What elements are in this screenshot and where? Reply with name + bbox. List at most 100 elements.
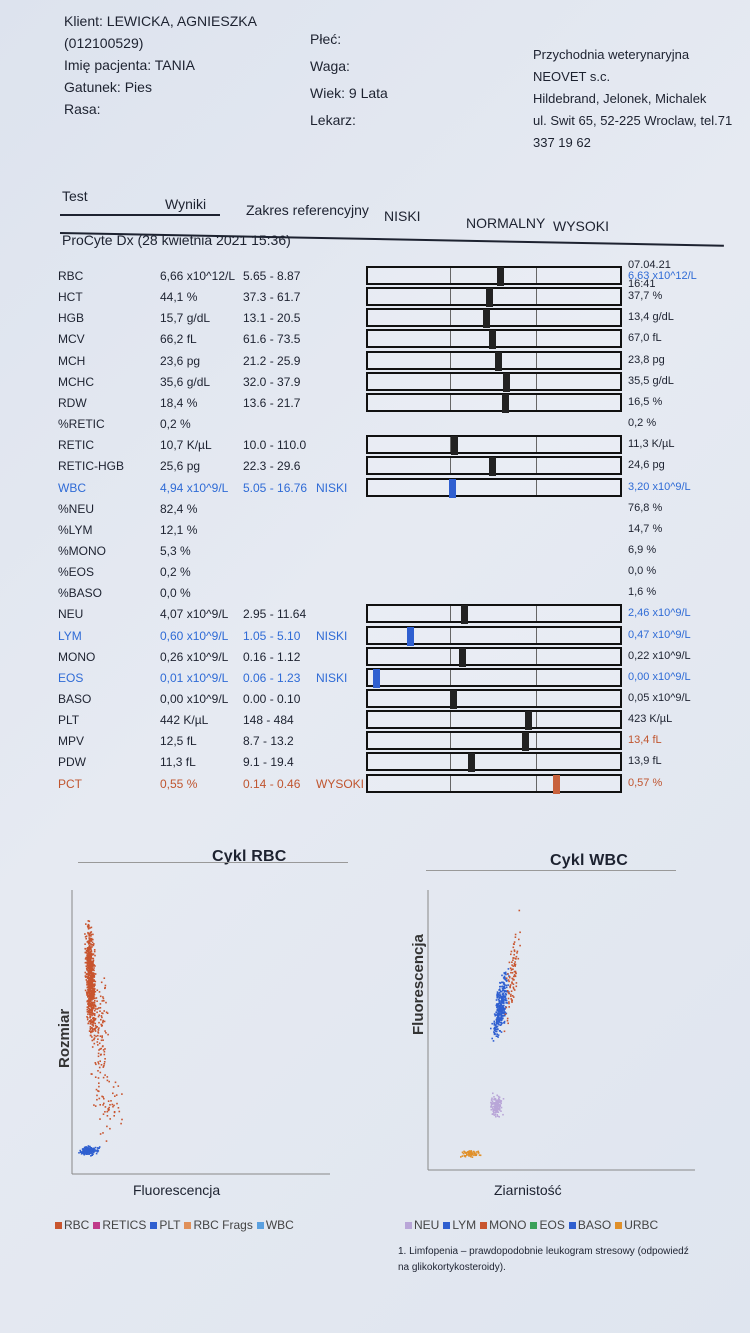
- value-marker: [450, 690, 457, 709]
- scatter-point: [514, 971, 517, 974]
- scatter-point: [504, 1011, 506, 1013]
- scatter-point: [90, 986, 92, 988]
- scatter-point: [91, 1148, 94, 1150]
- scatter-point: [91, 954, 94, 956]
- scatter-point: [496, 991, 499, 993]
- result-row: NEU 4,07 x10^9/L 2.95 - 11.64 2,46 x10^9/L: [0, 604, 750, 625]
- scatter-point: [491, 1098, 493, 1101]
- scatter-point: [89, 942, 91, 944]
- scatter-point: [504, 971, 507, 974]
- scatter-point: [502, 992, 505, 995]
- scatter-point: [92, 1023, 94, 1026]
- scatter-point: [502, 1004, 504, 1007]
- scatter-point: [87, 951, 90, 954]
- result-row: BASO 0,00 x10^9/L 0.00 - 0.10 0,05 x10^9/L: [0, 689, 750, 710]
- scatter-point: [495, 1100, 498, 1102]
- value-marker: [488, 330, 496, 349]
- wbc-ylabel: Fluorescencja: [410, 934, 427, 1035]
- scatter-point: [90, 1027, 93, 1029]
- scatter-point: [109, 1118, 111, 1120]
- scatter-point: [505, 999, 507, 1001]
- scatter-point: [92, 997, 94, 1000]
- scatter-point: [498, 1017, 500, 1019]
- scatter-point: [107, 1033, 109, 1036]
- scatter-point: [90, 990, 93, 992]
- scatter-point: [90, 1152, 92, 1154]
- scatter-point: [89, 1028, 92, 1030]
- scatter-point: [88, 948, 90, 951]
- patient-info: Płeć: Waga: Wiek: 9 Lata Lekarz:: [310, 28, 388, 131]
- scatter-point: [496, 1104, 498, 1107]
- scatter-point: [87, 920, 90, 922]
- scatter-point: [497, 1101, 500, 1103]
- scatter-point: [91, 966, 93, 968]
- scatter-point: [498, 992, 501, 994]
- scatter-point: [91, 1152, 94, 1155]
- scatter-point: [92, 938, 94, 941]
- scatter-point: [99, 1007, 102, 1009]
- scatter-point: [494, 1106, 496, 1108]
- scatter-point: [496, 1114, 498, 1116]
- previous-result: 0,47 x10^9/L: [628, 629, 691, 641]
- scatter-point: [468, 1155, 470, 1157]
- clinic-line: NEOVET s.c.: [533, 69, 611, 84]
- scatter-point: [105, 1001, 107, 1004]
- result-row: PLT 442 K/µL 148 - 484 423 K/µL: [0, 710, 750, 731]
- previous-result: 35,5 g/dL: [628, 375, 674, 387]
- test-name: LYM: [58, 629, 82, 643]
- scatter-point: [466, 1154, 468, 1156]
- scatter-point: [513, 975, 515, 978]
- scatter-point: [492, 1092, 494, 1095]
- scatter-point: [87, 949, 89, 951]
- range-bar: [366, 668, 622, 688]
- scatter-point: [104, 1048, 106, 1050]
- client-name: Klient: LEWICKA, AGNIESZKA: [64, 13, 257, 29]
- scatter-point: [503, 989, 505, 992]
- scatter-point: [500, 1100, 503, 1102]
- scatter-point: [498, 998, 500, 1001]
- scatter-point: [497, 1103, 500, 1105]
- scatter-point: [493, 1098, 496, 1100]
- scatter-point: [90, 992, 92, 994]
- scatter-point: [87, 984, 90, 986]
- scatter-point: [90, 981, 92, 983]
- scatter-point: [499, 1008, 502, 1010]
- range-bar: [366, 351, 622, 371]
- scatter-point: [498, 1023, 500, 1026]
- range-bar: [366, 372, 622, 392]
- scatter-point: [93, 983, 96, 985]
- scatter-point: [102, 997, 105, 1000]
- scatter-point: [499, 993, 501, 996]
- scatter-point: [502, 1000, 504, 1003]
- scatter-point: [507, 990, 509, 992]
- scatter-point: [510, 971, 512, 974]
- scatter-point: [91, 1004, 94, 1007]
- scatter-point: [88, 1021, 90, 1023]
- scatter-point: [493, 1108, 495, 1111]
- scatter-point: [103, 1020, 106, 1023]
- scatter-point: [84, 933, 86, 935]
- scatter-point: [85, 923, 87, 925]
- test-name: %BASO: [58, 586, 103, 600]
- scatter-point: [89, 999, 91, 1001]
- scatter-point: [99, 1048, 101, 1050]
- scatter-point: [477, 1152, 480, 1154]
- scatter-point: [87, 996, 89, 998]
- client-info: Klient: LEWICKA, AGNIESZKA (012100529) I…: [64, 10, 257, 120]
- legend-label: BASO: [577, 1218, 612, 1232]
- scatter-point: [94, 1024, 97, 1027]
- scatter-point: [461, 1151, 464, 1154]
- scatter-point: [505, 1002, 507, 1004]
- scatter-point: [499, 985, 502, 988]
- scatter-point: [496, 1101, 498, 1103]
- scatter-point: [87, 971, 90, 974]
- test-result: 12,1 %: [160, 523, 198, 537]
- scatter-point: [87, 986, 89, 988]
- scatter-point: [495, 999, 498, 1001]
- previous-result: 0,22 x10^9/L: [628, 650, 691, 662]
- scatter-point: [86, 966, 89, 969]
- scatter-point: [497, 1095, 500, 1098]
- scatter-point: [90, 949, 92, 952]
- scatter-point: [84, 971, 87, 974]
- scatter-point: [87, 947, 89, 949]
